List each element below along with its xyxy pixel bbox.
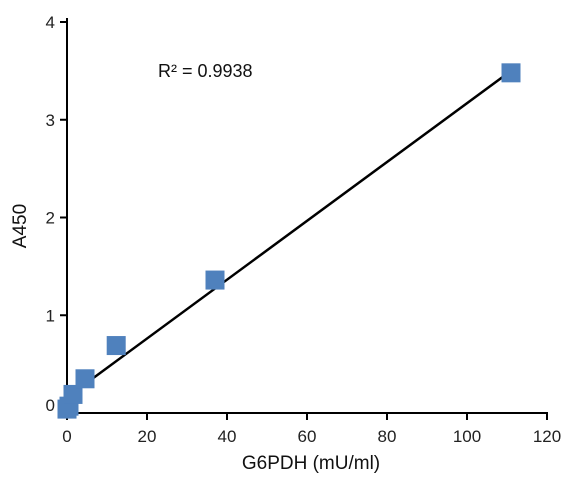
data-points [57, 63, 521, 419]
y-tick-label: 1 [46, 306, 55, 325]
data-point [205, 270, 225, 290]
r-squared-annotation: R² = 0.9938 [158, 61, 253, 81]
trendline-group [66, 69, 512, 399]
x-tick-label: 60 [298, 427, 317, 446]
x-tick-label: 40 [218, 427, 237, 446]
x-tick-label: 0 [62, 427, 71, 446]
y-tick-group: 0 1 2 3 4 [46, 13, 67, 415]
y-tick-label: 2 [46, 209, 55, 228]
x-tick-label: 120 [533, 427, 561, 446]
x-tick-label: 80 [378, 427, 397, 446]
y-tick-label: 4 [46, 13, 55, 32]
x-tick-label: 20 [138, 427, 157, 446]
data-point [75, 369, 95, 389]
data-point [63, 384, 83, 404]
y-axis: 0 1 2 3 4 [46, 13, 68, 415]
y-tick-label: 3 [46, 111, 55, 130]
x-tick-label: 100 [453, 427, 481, 446]
y-axis-title: A450 [10, 204, 31, 248]
data-point [106, 336, 126, 356]
y-tick-label: 0 [46, 396, 55, 415]
trendline [66, 69, 512, 399]
x-axis: 0 20 40 60 80 100 120 [62, 412, 561, 446]
data-point [501, 63, 521, 83]
x-tick-group: 0 20 40 60 80 100 120 [62, 413, 561, 446]
x-axis-title: G6PDH (mU/ml) [242, 453, 380, 474]
